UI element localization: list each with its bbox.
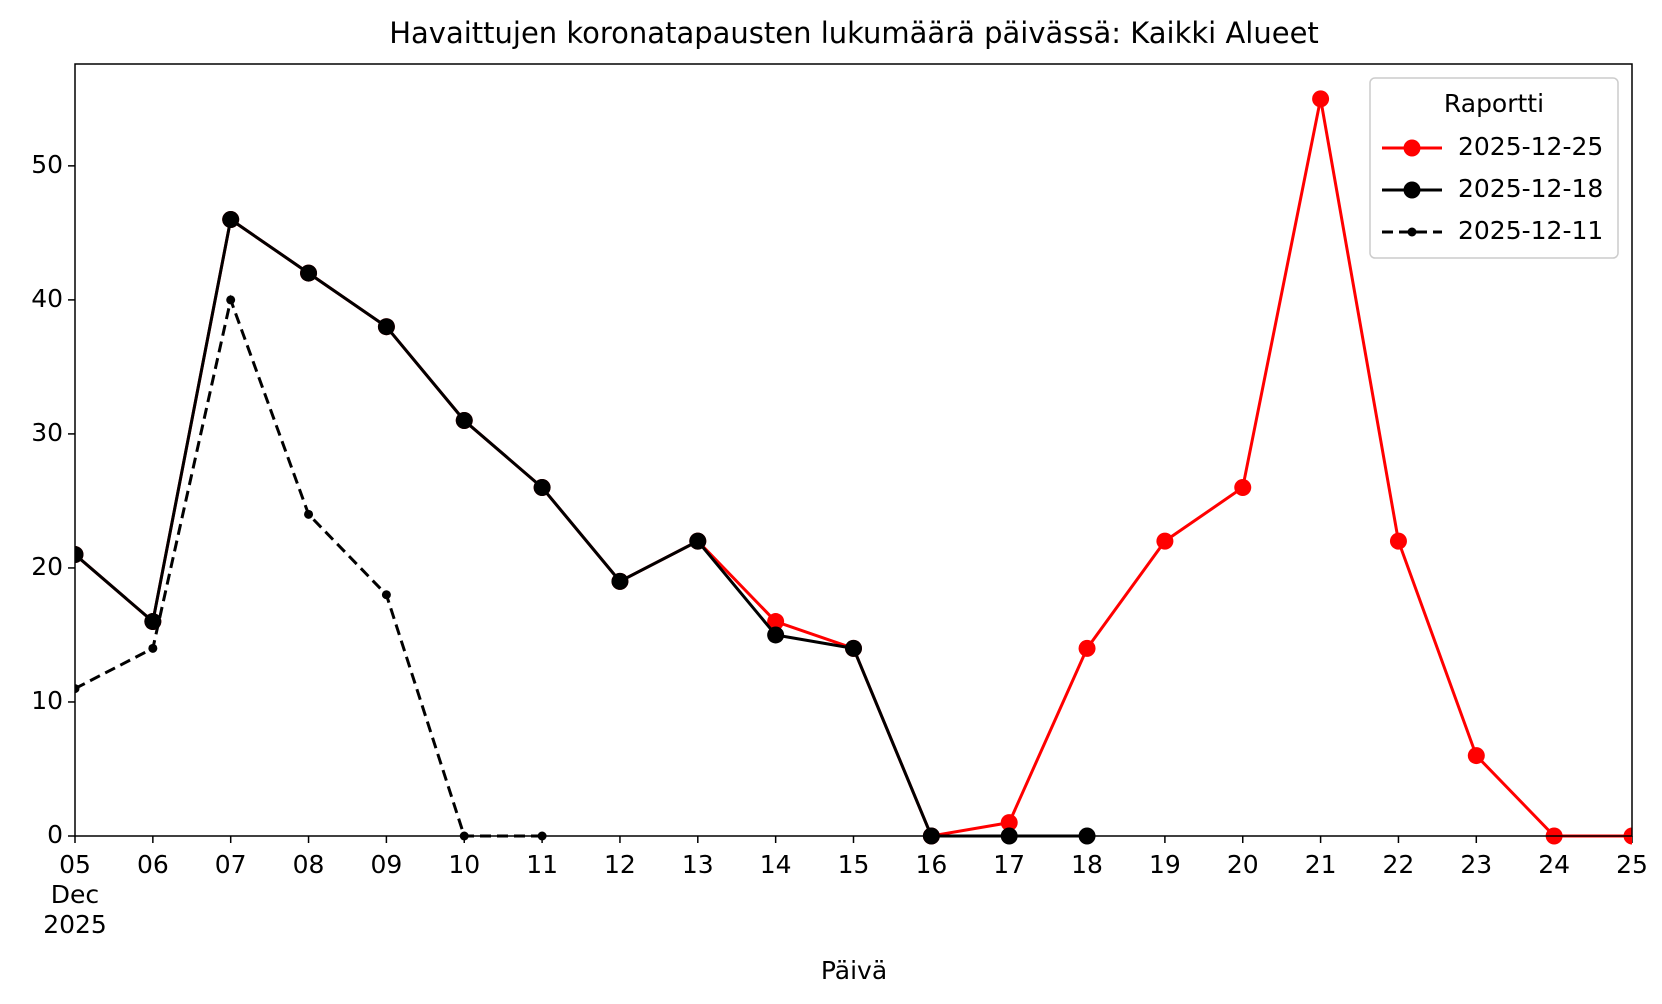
x-tick-label: 25 — [1616, 850, 1648, 879]
point — [1389, 532, 1407, 550]
point — [75, 546, 84, 564]
x-tick-label: 23 — [1460, 850, 1493, 879]
x-tick-label: 13 — [681, 850, 714, 879]
point — [381, 590, 391, 600]
legend-label: 2025-12-25 — [1458, 132, 1603, 161]
point — [75, 684, 80, 694]
x-tick-label: 06 — [136, 850, 169, 879]
x-tick-label: 21 — [1304, 850, 1337, 879]
y-tick-label: 30 — [31, 418, 63, 447]
legend-title: Raportti — [1444, 89, 1544, 118]
point — [533, 479, 551, 497]
x-tick-label: 19 — [1148, 850, 1181, 879]
point — [767, 626, 785, 644]
x-tick-label: 10 — [448, 850, 481, 879]
point — [304, 509, 314, 519]
point — [1312, 90, 1330, 108]
legend-marker — [1403, 181, 1421, 199]
x-axis-label: Päivä — [821, 956, 887, 985]
legend-label: 2025-12-11 — [1458, 216, 1603, 245]
point — [148, 643, 158, 653]
point — [611, 572, 629, 590]
y-tick-label: 20 — [31, 552, 63, 581]
x-tick-label: 11 — [526, 850, 558, 879]
chart-title: Havaittujen koronatapausten lukumäärä pä… — [389, 16, 1319, 50]
x-tick-label: 14 — [759, 850, 792, 879]
x-tick-label: 22 — [1382, 850, 1415, 879]
x-tick-label: 16 — [915, 850, 948, 879]
y-tick-label: 40 — [31, 284, 63, 313]
x-tick-label: 09 — [370, 850, 403, 879]
point — [767, 613, 785, 631]
point — [222, 210, 240, 228]
legend-box — [1369, 77, 1619, 259]
point — [1000, 814, 1018, 832]
point — [1078, 639, 1096, 657]
x-tick-label: 20 — [1226, 850, 1259, 879]
point — [455, 412, 473, 430]
series-line — [75, 294, 543, 838]
x-tick-label: 12 — [604, 850, 636, 879]
point — [1156, 532, 1174, 550]
point — [1234, 479, 1252, 497]
x-tick-label: 18 — [1071, 850, 1103, 879]
x-tick-label: 17 — [993, 850, 1026, 879]
point — [1467, 747, 1485, 765]
plot-frame — [74, 63, 1633, 837]
series-line — [75, 216, 1088, 838]
x-tick-label: 24 — [1538, 850, 1571, 879]
x-tick-label: 05 Dec 2025 — [43, 850, 107, 939]
point — [689, 532, 707, 550]
point — [377, 318, 395, 336]
point — [226, 295, 236, 305]
point — [845, 639, 862, 657]
legend-label: 2025-12-18 — [1458, 174, 1603, 203]
legend-marker — [1403, 139, 1421, 157]
y-tick-label: 10 — [31, 686, 63, 715]
legend-marker — [1407, 227, 1417, 237]
x-tick-label: 15 — [837, 850, 870, 879]
x-tick-label: 08 — [292, 850, 325, 879]
y-tick-label: 50 — [31, 150, 63, 179]
point — [300, 264, 318, 282]
x-tick-label: 07 — [214, 850, 247, 879]
y-tick-label: 0 — [47, 820, 63, 849]
